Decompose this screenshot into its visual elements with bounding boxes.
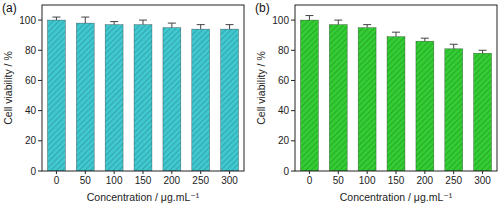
- x-tick-label: 150: [388, 175, 405, 186]
- x-tick: [309, 171, 310, 174]
- y-tick: [38, 80, 42, 81]
- bar: [163, 28, 181, 171]
- x-tick-label: 0: [54, 175, 60, 186]
- x-tick: [453, 171, 454, 174]
- x-tick: [229, 171, 230, 174]
- error-bar: [421, 38, 429, 41]
- y-tick: [38, 140, 42, 141]
- bar: [387, 37, 405, 171]
- x-tick: [114, 171, 115, 174]
- x-tick: [424, 171, 425, 174]
- error-bar: [305, 16, 313, 21]
- error-bar: [139, 20, 147, 25]
- y-tick-label: 100: [19, 15, 36, 26]
- x-axis-label: Concentration / μg.mL⁻¹: [87, 191, 200, 203]
- panel-label: (b): [255, 1, 270, 15]
- panel-label: (a): [2, 1, 17, 15]
- x-tick-label: 150: [135, 175, 152, 186]
- y-axis-label: Cell viability / %: [255, 51, 267, 125]
- y-tick-label: 20: [278, 135, 290, 146]
- bar: [47, 20, 65, 171]
- x-tick: [85, 171, 86, 174]
- error-bar: [226, 25, 234, 30]
- y-tick-label: 0: [283, 166, 289, 177]
- y-tick-label: 80: [278, 45, 290, 56]
- x-axis-label: Concentration / μg.mL⁻¹: [340, 191, 453, 203]
- error-bar: [81, 17, 89, 23]
- y-tick-label: 80: [25, 45, 37, 56]
- y-tick: [291, 80, 295, 81]
- x-tick-label: 200: [417, 175, 434, 186]
- bar: [76, 23, 94, 171]
- y-tick-label: 20: [25, 135, 37, 146]
- y-axis-label: Cell viability / %: [2, 51, 14, 125]
- y-tick: [38, 50, 42, 51]
- x-tick-label: 300: [221, 175, 238, 186]
- y-tick: [291, 140, 295, 141]
- y-tick: [38, 110, 42, 111]
- panel: 0 20 40 60 80 100 0 50 100 150 200 250 300 Concentrat…: [2, 1, 244, 203]
- y-tick: [38, 20, 42, 21]
- plot-frame: [295, 5, 497, 171]
- error-bar: [197, 25, 205, 30]
- x-tick: [56, 171, 57, 174]
- x-tick-label: 0: [307, 175, 313, 186]
- bars: [300, 16, 491, 171]
- error-bar: [110, 22, 118, 25]
- y-tick-label: 0: [30, 166, 36, 177]
- bar: [474, 53, 492, 171]
- y-tick: [38, 171, 42, 172]
- y-tick: [291, 20, 295, 21]
- bars: [47, 17, 238, 171]
- y-tick-label: 100: [272, 15, 289, 26]
- bar: [300, 20, 318, 171]
- y-tick-label: 60: [278, 75, 290, 86]
- bar: [134, 25, 152, 171]
- x-tick-label: 200: [164, 175, 181, 186]
- error-bar: [363, 25, 371, 28]
- bar: [105, 25, 123, 171]
- y-tick: [291, 50, 295, 51]
- y-tick: [291, 171, 295, 172]
- y-tick-label: 40: [278, 105, 290, 116]
- error-bar: [334, 20, 342, 25]
- error-bar: [52, 17, 60, 20]
- error-bar: [479, 50, 487, 53]
- x-tick: [367, 171, 368, 174]
- panel: 0 20 40 60 80 100 0 50 100 150 200 250 300 Concentrat…: [255, 1, 497, 203]
- x-tick: [171, 171, 172, 174]
- bar: [445, 49, 463, 171]
- x-tick-label: 250: [445, 175, 462, 186]
- x-tick-label: 50: [333, 175, 345, 186]
- x-tick: [200, 171, 201, 174]
- bar: [358, 28, 376, 171]
- x-tick: [482, 171, 483, 174]
- y-tick: [291, 110, 295, 111]
- error-bar: [450, 44, 458, 49]
- x-tick: [143, 171, 144, 174]
- x-tick-label: 300: [474, 175, 491, 186]
- bar: [192, 29, 210, 171]
- bar: [221, 29, 239, 171]
- y-tick-label: 60: [25, 75, 37, 86]
- plot-frame: [42, 5, 244, 171]
- error-bar: [392, 32, 400, 37]
- figure: 020406080100050100150200250300Concentrat…: [0, 0, 500, 205]
- x-tick-label: 50: [80, 175, 92, 186]
- x-tick-label: 250: [192, 175, 209, 186]
- x-tick-label: 100: [359, 175, 376, 186]
- error-bar: [168, 23, 176, 28]
- x-tick: [396, 171, 397, 174]
- x-tick: [338, 171, 339, 174]
- y-tick-label: 40: [25, 105, 37, 116]
- x-tick-label: 100: [106, 175, 123, 186]
- bar: [329, 25, 347, 171]
- bar: [416, 41, 434, 171]
